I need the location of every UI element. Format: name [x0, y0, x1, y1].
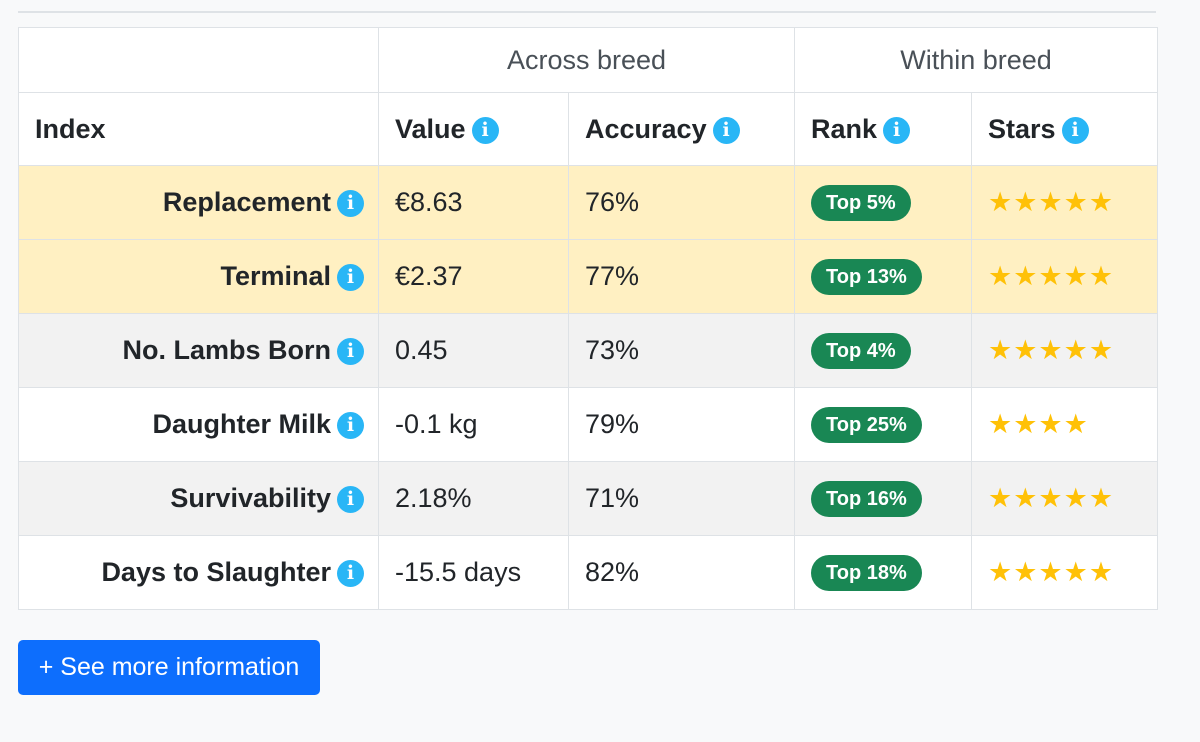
- rank-badge: Top 18%: [811, 554, 922, 591]
- info-icon[interactable]: i: [712, 116, 740, 144]
- rank-cell: Top 5%: [794, 165, 973, 240]
- column-header-index: Index: [18, 92, 379, 166]
- index-cell: Daughter Milk i: [18, 387, 379, 462]
- index-cell: Survivability i: [18, 461, 379, 536]
- stars-cell: ★★★★★: [971, 313, 1159, 388]
- column-header-value-label: Value: [395, 113, 466, 144]
- accuracy-cell: 73%: [567, 313, 796, 388]
- rank-badge: Top 25%: [811, 406, 922, 443]
- star-icon: ★★★★★: [988, 557, 1115, 588]
- index-label: Days to Slaughter: [101, 557, 331, 587]
- rank-badge: Top 4%: [811, 332, 911, 369]
- stars-cell: ★★★★: [971, 387, 1159, 462]
- value-cell: 2.18%: [378, 461, 569, 536]
- index-label: Daughter Milk: [152, 409, 331, 439]
- info-icon[interactable]: i: [883, 116, 911, 144]
- index-label: Terminal: [220, 261, 331, 291]
- info-icon[interactable]: i: [471, 116, 499, 144]
- group-header-across-breed: Across breed: [377, 27, 796, 93]
- rank-badge: Top 5%: [811, 184, 911, 221]
- table-row: Daughter Milk i -0.1 kg 79% Top 25% ★★★★: [18, 387, 1159, 462]
- accuracy-cell: 79%: [567, 387, 796, 462]
- table-row: No. Lambs Born i 0.45 73% Top 4% ★★★★★: [18, 313, 1159, 388]
- info-icon[interactable]: i: [337, 560, 364, 587]
- star-icon: ★★★★★: [988, 335, 1115, 366]
- accuracy-cell: 76%: [567, 165, 796, 240]
- info-icon[interactable]: i: [337, 190, 364, 217]
- stars-cell: ★★★★★: [971, 239, 1159, 314]
- column-header-stars-label: Stars: [988, 113, 1056, 144]
- value-cell: -0.1 kg: [378, 387, 569, 462]
- column-header-accuracy: Accuracy i: [567, 92, 796, 166]
- column-header-rank: Rank i: [794, 92, 973, 166]
- rank-cell: Top 13%: [794, 239, 973, 314]
- info-icon[interactable]: i: [1061, 116, 1089, 144]
- index-label: Replacement: [162, 187, 331, 217]
- column-header-row: Index Value i Accuracy i Rank i Stars i: [18, 92, 1159, 166]
- index-label: No. Lambs Born: [122, 335, 331, 365]
- rank-badge: Top 13%: [811, 258, 922, 295]
- stars-cell: ★★★★★: [971, 535, 1159, 610]
- star-icon: ★★★★★: [988, 483, 1115, 514]
- group-header-within-breed: Within breed: [794, 27, 1159, 93]
- stars-cell: ★★★★★: [971, 461, 1159, 536]
- group-header-row: Across breed Within breed: [18, 27, 1159, 93]
- info-icon[interactable]: i: [337, 412, 364, 439]
- group-header-empty: [18, 27, 379, 93]
- column-header-rank-label: Rank: [811, 113, 878, 144]
- value-cell: -15.5 days: [378, 535, 569, 610]
- top-divider: [18, 11, 1156, 13]
- table-row: Terminal i €2.37 77% Top 13% ★★★★★: [18, 239, 1159, 314]
- star-icon: ★★★★★: [988, 187, 1115, 218]
- value-cell: 0.45: [378, 313, 569, 388]
- index-label: Survivability: [170, 483, 331, 513]
- index-table: Across breed Within breed Index Value i A…: [18, 27, 1159, 610]
- index-cell: Days to Slaughter i: [18, 535, 379, 610]
- value-cell: €2.37: [378, 239, 569, 314]
- index-cell: Replacement i: [18, 165, 379, 240]
- table-row: Days to Slaughter i -15.5 days 82% Top 18…: [18, 535, 1159, 610]
- info-icon[interactable]: i: [337, 338, 364, 365]
- column-header-index-label: Index: [35, 113, 106, 144]
- rank-cell: Top 16%: [794, 461, 973, 536]
- rank-cell: Top 18%: [794, 535, 973, 610]
- star-icon: ★★★★: [988, 409, 1089, 440]
- accuracy-cell: 82%: [567, 535, 796, 610]
- column-header-stars: Stars i: [971, 92, 1159, 166]
- rank-badge: Top 16%: [811, 480, 922, 517]
- info-icon[interactable]: i: [337, 264, 364, 291]
- column-header-accuracy-label: Accuracy: [585, 113, 707, 144]
- column-header-value: Value i: [378, 92, 569, 166]
- rank-cell: Top 25%: [794, 387, 973, 462]
- rank-cell: Top 4%: [794, 313, 973, 388]
- star-icon: ★★★★★: [988, 261, 1115, 292]
- table-row: Replacement i €8.63 76% Top 5% ★★★★★: [18, 165, 1159, 240]
- value-cell: €8.63: [378, 165, 569, 240]
- index-cell: No. Lambs Born i: [18, 313, 379, 388]
- table-row: Survivability i 2.18% 71% Top 16% ★★★★★: [18, 461, 1159, 536]
- accuracy-cell: 71%: [567, 461, 796, 536]
- accuracy-cell: 77%: [567, 239, 796, 314]
- see-more-information-button[interactable]: + See more information: [18, 640, 320, 695]
- stars-cell: ★★★★★: [971, 165, 1159, 240]
- index-cell: Terminal i: [18, 239, 379, 314]
- info-icon[interactable]: i: [337, 486, 364, 513]
